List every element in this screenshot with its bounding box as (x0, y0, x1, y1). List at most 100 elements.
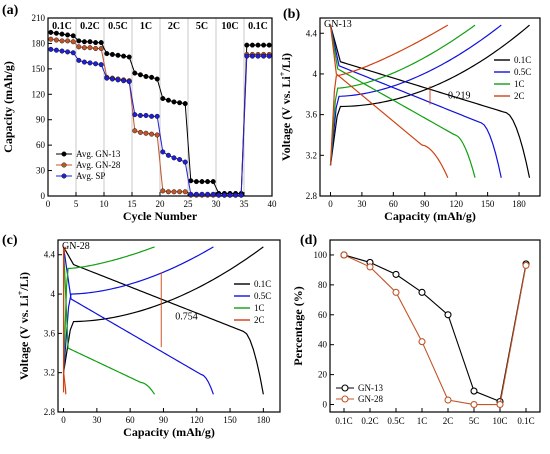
plot-frame (57, 239, 281, 413)
data-point (188, 191, 194, 197)
data-point (115, 52, 121, 58)
x-axis-title: Capacity (mAh/g) (123, 425, 215, 439)
y-tick-label: 40 (318, 340, 328, 350)
x-axis-title: Cycle Number (123, 209, 198, 223)
y-tick-label: 150 (32, 64, 46, 74)
series-gn-13 (340, 251, 530, 406)
charge-curve (329, 24, 502, 166)
data-point (81, 59, 87, 65)
x-tick-label: 10 (100, 199, 110, 209)
data-point (126, 54, 132, 60)
legend-label: GN-28 (358, 394, 383, 404)
x-tick-label: 60 (389, 199, 399, 209)
data-point (255, 42, 261, 48)
y-tick-label: 4 (51, 289, 56, 299)
y-tick-label: 0 (323, 400, 328, 410)
data-point (177, 100, 183, 106)
y-axis-title-part: Voltage (V vs. Li (17, 295, 31, 380)
data-point (261, 53, 267, 59)
data-point (87, 39, 93, 45)
legend-label: GN-13 (358, 383, 383, 393)
data-point (59, 38, 65, 44)
data-point (496, 400, 504, 409)
x-tick-label: 90 (159, 415, 169, 425)
data-point (70, 39, 76, 45)
x-tick-label: 150 (223, 415, 237, 425)
y-tick-label: 80 (318, 280, 328, 290)
charge-curve (62, 246, 214, 373)
legend-marker (61, 162, 67, 168)
data-point (93, 46, 99, 52)
data-point (233, 192, 239, 198)
x-axis-title: Capacity (mAh/g) (384, 209, 476, 223)
y-tick-label: 0 (41, 191, 46, 201)
data-point (87, 45, 93, 51)
discharge-curve (62, 246, 156, 395)
data-point (93, 40, 99, 46)
data-point (81, 39, 87, 45)
y-tick-label: 210 (32, 13, 46, 23)
legend-label: Avg. GN-13 (76, 149, 121, 159)
legend-label: 0.5C (254, 291, 271, 301)
data-point (149, 74, 155, 80)
data-point (154, 132, 160, 138)
data-point (199, 191, 205, 197)
series-1c (62, 246, 156, 395)
rate-label: 0.1C (248, 21, 268, 32)
data-point (65, 32, 71, 38)
data-point (255, 53, 261, 59)
polarization-label: 0.754 (175, 312, 198, 323)
y-axis-title: Percentage (%) (291, 286, 305, 365)
charge-curve (329, 24, 476, 166)
sample-label: GN-13 (324, 19, 352, 30)
data-point (238, 192, 244, 198)
data-point (392, 270, 400, 278)
legend-label: 2C (254, 315, 265, 325)
rate-label: 0.1C (52, 21, 72, 32)
y-axis-title-end: /Li) (279, 53, 293, 73)
data-point (70, 50, 76, 56)
data-point (126, 79, 132, 85)
x-tick-label: 120 (190, 415, 204, 425)
x-tick-label: 1C (417, 416, 428, 426)
data-point (137, 72, 143, 78)
sample-label: GN-28 (62, 241, 90, 252)
data-point (165, 97, 171, 103)
data-point (392, 288, 400, 296)
discharge-curve (329, 24, 502, 178)
data-point (340, 251, 348, 259)
series-1c (329, 24, 476, 178)
y-tick-label: 20 (318, 370, 328, 380)
data-point (76, 38, 82, 44)
x-tick-label: 25 (184, 199, 194, 209)
discharge-curve (62, 246, 214, 395)
data-point (171, 189, 177, 195)
data-point (115, 77, 121, 83)
data-point (266, 53, 272, 59)
data-point (418, 338, 426, 346)
charge-curve (62, 246, 264, 373)
data-point (193, 191, 199, 197)
data-point (109, 76, 115, 82)
y-tick-label: 4.4 (44, 250, 56, 260)
y-tick-label: 2.8 (306, 191, 318, 201)
data-point (76, 44, 82, 50)
y-axis-title: Capacity (mAh/g) (1, 61, 15, 153)
x-tick-label: 90 (420, 199, 430, 209)
data-point (93, 61, 99, 67)
data-point (132, 128, 138, 134)
series-line (50, 48, 270, 196)
data-point (216, 192, 222, 198)
data-point (104, 75, 110, 81)
legend-label: 0.5C (514, 67, 531, 77)
x-tick-label: 150 (481, 199, 495, 209)
x-tick-label: 0.1C (335, 416, 352, 426)
data-point (154, 113, 160, 119)
charge-curve (329, 24, 449, 166)
y-tick-label: 3.6 (306, 110, 318, 120)
x-tick-label: 2C (443, 416, 454, 426)
data-point (48, 29, 54, 35)
series-line (50, 31, 270, 194)
panel-label: (a) (2, 3, 19, 18)
